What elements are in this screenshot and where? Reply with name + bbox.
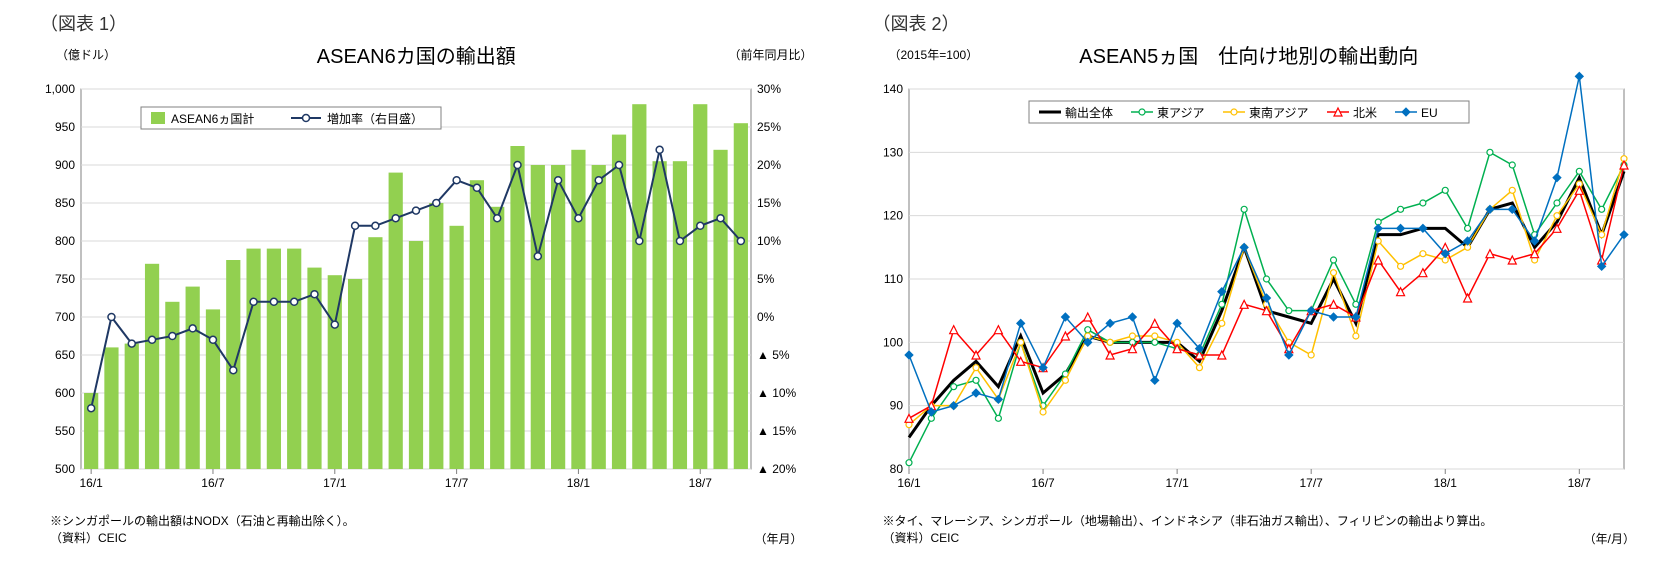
svg-text:20%: 20% [757, 158, 781, 172]
chart2-panel: （図表 2） ASEAN5ヵ国 仕向け地別の輸出動向 （2015年=100） 8… [843, 10, 1656, 547]
chart2-x-axis-label: （年/月） [1584, 530, 1635, 547]
chart1-svg: 500 550 600 650 700 750 800 850 900 950 1,000 ▲ 20%… [21, 69, 811, 509]
svg-text:17/7: 17/7 [1299, 476, 1323, 490]
svg-text:10%: 10% [757, 234, 781, 248]
chart2-footnote2: （資料）CEIC [883, 530, 960, 547]
svg-text:17/7: 17/7 [445, 476, 469, 490]
svg-text:800: 800 [55, 234, 75, 248]
svg-text:18/1: 18/1 [567, 476, 591, 490]
svg-text:130: 130 [883, 145, 903, 159]
svg-text:▲ 20%: ▲ 20% [757, 462, 797, 476]
svg-text:0%: 0% [757, 310, 775, 324]
svg-text:16/7: 16/7 [1031, 476, 1055, 490]
svg-text:17/1: 17/1 [323, 476, 347, 490]
svg-text:▲ 10%: ▲ 10% [757, 386, 797, 400]
svg-text:900: 900 [55, 158, 75, 172]
svg-text:東南アジア: 東南アジア [1249, 105, 1309, 120]
svg-text:1,000: 1,000 [45, 82, 75, 96]
svg-text:輸出全体: 輸出全体 [1065, 105, 1113, 120]
svg-text:16/1: 16/1 [897, 476, 921, 490]
chart2-figure-label: （図表 2） [873, 10, 1656, 36]
svg-text:750: 750 [55, 272, 75, 286]
svg-text:950: 950 [55, 120, 75, 134]
chart1-panel: （図表 1） ASEAN6カ国の輸出額 （億ドル） （前年同月比） 500 550… [10, 10, 823, 547]
svg-text:15%: 15% [757, 196, 781, 210]
svg-text:100: 100 [883, 335, 903, 349]
chart2-footnote1: ※タイ、マレーシア、シンガポール（地場輸出）、インドネシア（非石油ガス輸出）、フ… [883, 513, 1656, 530]
svg-text:850: 850 [55, 196, 75, 210]
svg-text:17/1: 17/1 [1165, 476, 1189, 490]
chart1-title: ASEAN6カ国の輸出額 [10, 40, 823, 69]
chart1-footnote2: （資料）CEIC [50, 530, 127, 547]
svg-text:5%: 5% [757, 272, 775, 286]
chart1-x-axis-label: （年月） [754, 530, 802, 547]
svg-text:25%: 25% [757, 120, 781, 134]
svg-text:90: 90 [889, 399, 903, 413]
svg-text:120: 120 [883, 209, 903, 223]
chart1-figure-label: （図表 1） [40, 10, 823, 36]
chart1-y1-label: （億ドル） [56, 46, 116, 63]
svg-text:700: 700 [55, 310, 75, 324]
chart1-y2-label: （前年同月比） [728, 46, 812, 63]
chart1-footnote1: ※シンガポールの輸出額はNODX（石油と再輸出除く）。 [50, 513, 823, 530]
svg-text:18/7: 18/7 [1567, 476, 1591, 490]
chart2-svg: 80 90 100 110 120 130 140 16/1 16/7 17/1 17/7 18/1 1… [854, 69, 1644, 509]
svg-text:北米: 北米 [1353, 106, 1377, 120]
svg-text:18/1: 18/1 [1433, 476, 1457, 490]
svg-text:ASEAN6ヵ国計: ASEAN6ヵ国計 [171, 111, 254, 126]
svg-text:30%: 30% [757, 82, 781, 96]
chart2-y-label: （2015年=100） [889, 46, 979, 63]
svg-text:650: 650 [55, 348, 75, 362]
svg-text:600: 600 [55, 386, 75, 400]
svg-text:80: 80 [889, 462, 903, 476]
svg-text:▲ 5%: ▲ 5% [757, 348, 790, 362]
svg-text:550: 550 [55, 424, 75, 438]
svg-text:500: 500 [55, 462, 75, 476]
svg-text:増加率（右目盛）: 増加率（右目盛） [327, 111, 423, 126]
svg-text:110: 110 [884, 272, 903, 286]
svg-text:140: 140 [883, 82, 903, 96]
svg-text:EU: EU [1421, 106, 1438, 120]
svg-text:18/7: 18/7 [689, 476, 713, 490]
svg-text:16/7: 16/7 [202, 476, 226, 490]
svg-text:▲ 15%: ▲ 15% [757, 424, 797, 438]
svg-text:16/1: 16/1 [80, 476, 104, 490]
svg-text:東アジア: 東アジア [1157, 106, 1205, 120]
